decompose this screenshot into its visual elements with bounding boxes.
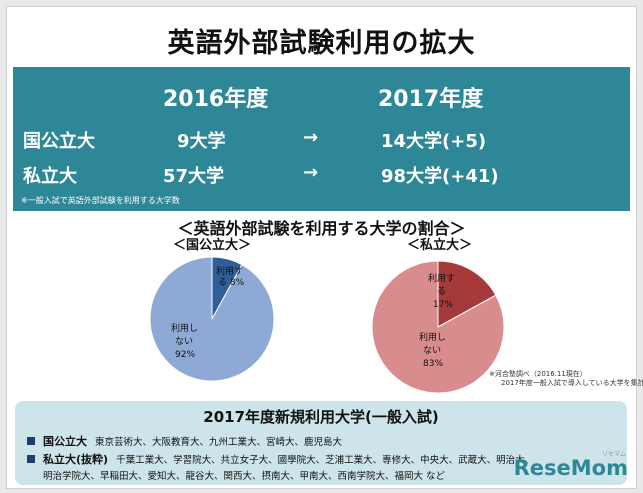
pie-private-nonuse-label-3: 83%	[423, 359, 443, 369]
logo-text: ReseMom	[513, 456, 628, 480]
page-title: 英語外部試験利用の拡大	[167, 28, 476, 59]
row-private-label: 私立大	[23, 166, 77, 187]
row-national-to: 14大学(+5)	[381, 131, 487, 152]
pie-private-title: ＜私立大＞	[407, 238, 473, 253]
pie-slice-1-1	[371, 260, 505, 394]
pie-national-use-label-1: 利用す	[216, 265, 243, 277]
infographic: 英語外部試験利用の拡大 2016年度 2017年度 国公立大 9大学 → 14大…	[6, 6, 643, 489]
pie-national-nonuse-label-3: 92%	[175, 350, 195, 360]
row-private-arrow: →	[303, 162, 319, 183]
source-note-2: 2017年度一般入試で導入している大学を集計	[501, 379, 643, 387]
year-from-header: 2016年度	[163, 87, 269, 112]
year-to-header: 2017年度	[378, 87, 484, 112]
pie-slice-0-1	[149, 256, 275, 382]
private-list-2: 明治学院大、早稲田大、愛知大、龍谷大、関西大、摂南大、甲南大、西南学院大、福岡大…	[43, 471, 446, 482]
private-label: 私立大(抜粋)	[43, 453, 109, 466]
pie-national	[149, 256, 275, 382]
pie-private-use-label-1: 利用す	[428, 272, 455, 284]
chart-subtitle: ＜英語外部試験を利用する大学の割合＞	[177, 219, 466, 238]
private-line: 私立大(抜粋) 千葉工業大、学習院大、共立女子大、國學院大、芝浦工業大、専修大、中…	[27, 451, 534, 467]
pie-private-use-label-2: る	[437, 286, 446, 297]
pie-private-nonuse-label-1: 利用し	[419, 331, 446, 343]
row-national-from: 9大学	[177, 131, 226, 152]
pie-private	[371, 260, 505, 394]
pie-slice-1-0	[437, 260, 497, 328]
row-national-label: 国公立大	[23, 131, 95, 152]
source-note-1: ※河合塾調べ（2016.11現在）	[489, 370, 587, 378]
national-line: 国公立大 東京芸術大、大阪教育大、九州工業大、宮崎大、鹿児島大	[27, 433, 342, 449]
pie-national-nonuse-label-2: ない	[175, 336, 193, 347]
private-list-1: 千葉工業大、学習院大、共立女子大、國學院大、芝浦工業大、専修大、中央大、武蔵大、…	[116, 455, 535, 466]
resemom-logo: ReseMom リセマム	[513, 451, 628, 480]
pie-private-nonuse-label-2: ない	[423, 345, 441, 356]
pie-national-use-label-2: る 8%	[218, 277, 245, 288]
logo-small-text: リセマム	[601, 451, 626, 458]
summary-panel: 2016年度 2017年度 国公立大 9大学 → 14大学(+5) 私立大 57…	[13, 67, 630, 211]
national-label: 国公立大	[43, 435, 87, 448]
row-private-to: 98大学(+41)	[381, 166, 499, 187]
new-users-title: 2017年度新規利用大学(一般入試)	[203, 408, 439, 426]
pie-national-nonuse-label-1: 利用し	[171, 322, 198, 334]
pie-charts: 利用す る 8% 利用し ない 92% 利用す る 17% 利用し ない 83%	[149, 256, 505, 394]
bullet-icon	[27, 455, 35, 463]
bullet-icon	[27, 437, 35, 445]
row-national-arrow: →	[303, 127, 319, 148]
new-users-box: 2017年度新規利用大学(一般入試) 国公立大 東京芸術大、大阪教育大、九州工業大…	[15, 401, 627, 485]
row-private-from: 57大学	[163, 166, 225, 187]
pie-private-use-label-3: 17%	[433, 300, 453, 310]
private-line-2: 明治学院大、早稲田大、愛知大、龍谷大、関西大、摂南大、甲南大、西南学院大、福岡大…	[43, 468, 445, 482]
summary-note: ※一般入試で英語外部試験を利用する大学数	[21, 196, 180, 205]
pie-national-title: ＜国公立大＞	[173, 238, 252, 253]
national-list: 東京芸術大、大阪教育大、九州工業大、宮崎大、鹿児島大	[95, 437, 343, 448]
